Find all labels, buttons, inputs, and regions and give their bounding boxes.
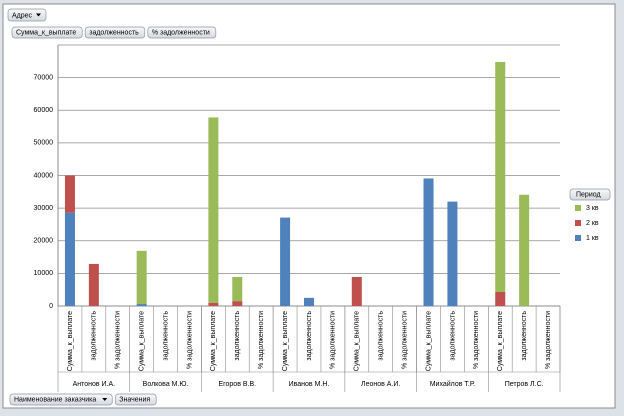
y-tick-label: 20000 [34,238,54,245]
x-tick-label: задолженность [306,311,313,361]
x-tick-label: % задолженности [115,311,122,369]
field-button-label: % задолженности [152,29,210,36]
axis-button-label: Наименование заказчика [14,396,96,403]
bar-segment [64,175,75,213]
x-tick-label: % задолженности [330,311,337,369]
bar-segment [495,291,506,306]
bar-segment [136,250,147,305]
legend-swatch [575,205,581,211]
field-button[interactable] [147,26,217,39]
bar-segment [423,178,434,306]
bar-segment [64,212,75,306]
bar-segment [208,117,219,303]
field-button-label: Сумма_к_выплате [16,29,76,36]
x-tick-label: % задолженности [186,311,193,369]
field-button[interactable] [11,26,83,39]
field-button-label: задолженность [89,29,139,36]
x-tick-label: Сумма_к_выплате [354,311,361,371]
legend-title: Период [576,191,601,198]
bar-segment [519,194,530,306]
x-tick-label: задолженность [521,311,528,361]
axis-button[interactable] [114,393,157,406]
bar-segment [136,304,147,306]
group-label: Михайлов Т.Р. [430,380,475,388]
x-tick-label: Сумма_к_выплате [425,311,432,371]
filter-button[interactable] [7,8,47,22]
group-label: Петров Л.С. [505,381,544,388]
bar-segment [495,61,506,292]
x-tick-label: Сумма_к_выплате [210,311,217,371]
bar-segment [232,301,243,306]
filter-button-label: Адрес [12,12,33,19]
x-tick-label: % задолженности [545,311,552,369]
x-tick-label: Сумма_к_выплате [67,311,74,371]
y-tick-label: 70000 [34,74,54,81]
bar-segment [351,276,362,306]
bar-segment [88,263,99,306]
x-tick-label: % задолженности [258,311,265,369]
x-tick-label: Сумма_к_выплате [139,311,146,371]
bar-segment [208,302,219,306]
x-tick-label: задолженность [162,311,169,361]
legend-label: 3 кв [586,205,599,212]
bar-segment [304,297,314,306]
x-tick-label: % задолженности [473,311,480,369]
x-tick-label: Сумма_к_выплате [282,311,289,371]
legend-title-button[interactable] [569,188,611,201]
x-tick-label: Сумма_к_выплате [497,311,504,371]
dropdown-arrow [36,13,41,17]
field-button[interactable] [84,26,146,39]
legend-swatch [575,235,581,241]
legend-swatch [575,220,581,226]
group-label: Волкова М.Ю. [143,381,189,388]
legend-label: 1 кв [586,235,599,242]
y-tick-label: 60000 [34,107,54,114]
x-tick-label: задолженность [378,311,385,361]
x-tick-label: задолженность [234,311,241,361]
group-label: Леонов А.И. [361,381,400,388]
bar-segment [447,201,458,306]
axis-button[interactable] [9,393,113,406]
group-label: Иванов М.Н. [289,381,330,388]
y-tick-label: 10000 [34,270,54,277]
axis-button-label: Значения [119,396,150,403]
y-tick-label: 30000 [34,205,54,212]
legend-label: 2 кв [586,220,599,227]
chart-area [2,3,616,409]
group-label: Егоров В.В. [218,381,256,388]
y-tick-label: 0 [49,303,53,310]
dropdown-arrow [102,398,108,401]
x-tick-label: задолженность [449,311,456,361]
x-tick-label: задолженность [91,311,98,361]
y-tick-label: 40000 [34,172,54,179]
x-tick-label: % задолженности [401,311,408,369]
group-label: Антонов И.А. [73,381,116,388]
bar-segment [232,276,243,302]
y-tick-label: 50000 [34,140,54,147]
bar-segment [280,217,291,306]
